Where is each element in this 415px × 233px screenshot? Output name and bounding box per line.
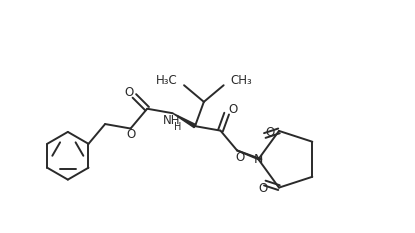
Text: O: O [125, 86, 134, 99]
Text: O: O [126, 128, 135, 141]
Text: CH₃: CH₃ [231, 74, 252, 87]
Text: O: O [258, 182, 267, 195]
Text: N: N [254, 153, 263, 166]
Text: H₃C: H₃C [156, 74, 178, 87]
Text: O: O [265, 126, 274, 139]
Polygon shape [173, 113, 196, 128]
Text: H: H [174, 122, 181, 132]
Text: NH: NH [163, 114, 181, 127]
Text: O: O [235, 151, 245, 164]
Text: O: O [228, 103, 237, 116]
